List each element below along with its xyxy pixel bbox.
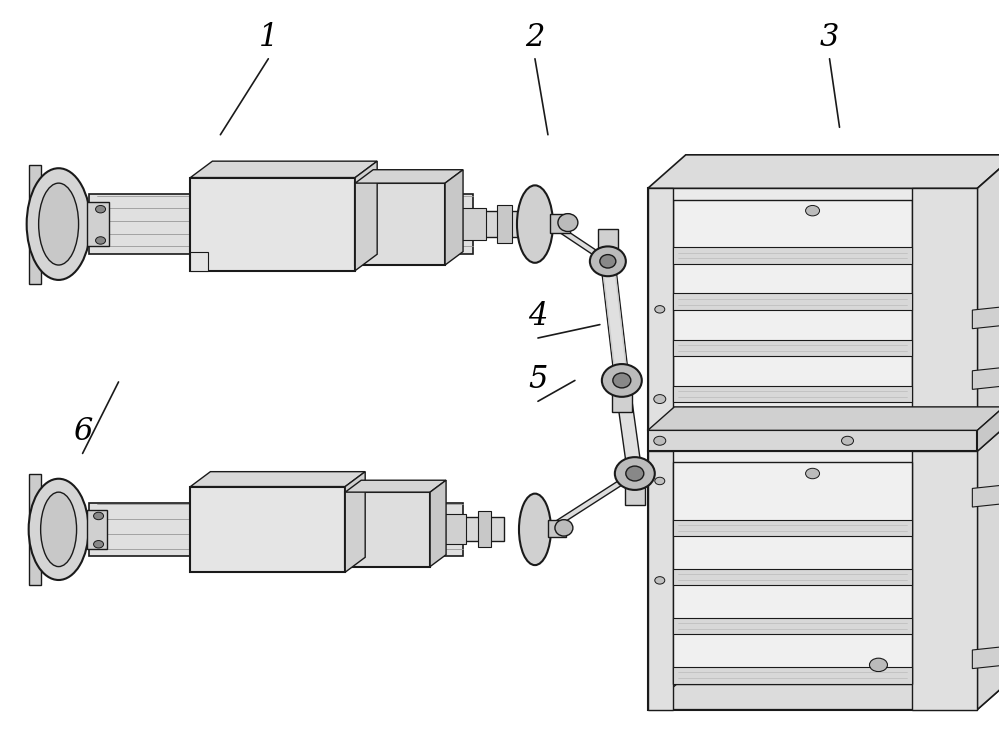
Polygon shape (355, 170, 463, 183)
Bar (673, 339, 912, 356)
Bar (87, 201, 109, 246)
Ellipse shape (626, 466, 644, 481)
Polygon shape (190, 471, 365, 486)
Polygon shape (972, 646, 1000, 668)
Ellipse shape (806, 205, 820, 216)
Polygon shape (977, 407, 1000, 451)
Bar (190, 178, 355, 271)
Ellipse shape (613, 373, 631, 388)
Bar (29, 474, 41, 585)
Bar (478, 512, 491, 548)
Bar (912, 188, 977, 430)
Polygon shape (686, 418, 1000, 676)
Ellipse shape (519, 494, 551, 565)
Polygon shape (430, 480, 446, 567)
Bar (598, 229, 618, 248)
Ellipse shape (600, 254, 616, 268)
Ellipse shape (29, 479, 89, 580)
Polygon shape (445, 170, 463, 265)
Polygon shape (190, 161, 377, 178)
Polygon shape (345, 480, 446, 492)
Ellipse shape (39, 183, 79, 265)
Ellipse shape (94, 541, 104, 548)
Bar (89, 194, 473, 254)
Bar (648, 451, 673, 709)
Polygon shape (977, 418, 1000, 709)
Polygon shape (686, 155, 1000, 397)
Ellipse shape (27, 169, 91, 280)
Text: 4: 4 (528, 301, 548, 332)
Bar (190, 486, 345, 572)
Bar (444, 518, 504, 542)
Bar (625, 486, 645, 505)
Polygon shape (355, 161, 377, 271)
Polygon shape (972, 485, 1000, 507)
Ellipse shape (655, 577, 665, 584)
Bar (461, 207, 486, 240)
Ellipse shape (654, 436, 666, 445)
Bar (673, 199, 912, 401)
Bar (548, 521, 566, 537)
Bar (190, 252, 208, 271)
Ellipse shape (41, 492, 77, 567)
Ellipse shape (96, 236, 106, 244)
Bar (673, 568, 912, 585)
Polygon shape (615, 378, 642, 476)
Ellipse shape (602, 364, 642, 397)
Bar (444, 515, 466, 545)
Polygon shape (648, 407, 1000, 430)
Ellipse shape (655, 477, 665, 485)
Bar (345, 492, 430, 567)
Bar (461, 210, 526, 237)
Polygon shape (972, 307, 1000, 329)
Polygon shape (648, 676, 1000, 709)
Bar (550, 214, 570, 233)
Ellipse shape (615, 457, 655, 490)
Bar (673, 667, 912, 683)
Bar (673, 618, 912, 634)
Text: 6: 6 (73, 416, 92, 448)
Ellipse shape (517, 185, 553, 263)
Ellipse shape (555, 520, 573, 536)
Bar (497, 204, 512, 243)
Text: 2: 2 (525, 22, 545, 53)
Ellipse shape (558, 213, 578, 231)
Polygon shape (648, 155, 1000, 188)
Text: 5: 5 (528, 364, 548, 395)
Bar (355, 183, 445, 265)
Bar (87, 510, 107, 549)
Polygon shape (972, 367, 1000, 389)
Text: 1: 1 (259, 22, 278, 53)
Bar (912, 451, 977, 709)
Bar (673, 293, 912, 310)
Bar (648, 188, 673, 430)
Ellipse shape (96, 205, 106, 213)
Polygon shape (601, 259, 629, 383)
Ellipse shape (654, 395, 666, 404)
Bar (648, 188, 977, 430)
Bar (673, 519, 912, 536)
Bar (29, 165, 41, 283)
Bar (673, 248, 912, 263)
Ellipse shape (806, 468, 820, 479)
Ellipse shape (590, 246, 626, 276)
Bar (673, 463, 912, 683)
Bar (612, 393, 632, 412)
Polygon shape (977, 155, 1000, 430)
Bar (648, 451, 977, 709)
Bar (648, 430, 977, 451)
Ellipse shape (869, 658, 887, 671)
Text: 3: 3 (820, 22, 839, 53)
Ellipse shape (655, 306, 665, 313)
Bar (89, 503, 463, 557)
Ellipse shape (842, 436, 854, 445)
Bar (673, 386, 912, 402)
Polygon shape (345, 471, 365, 572)
Ellipse shape (94, 513, 104, 520)
